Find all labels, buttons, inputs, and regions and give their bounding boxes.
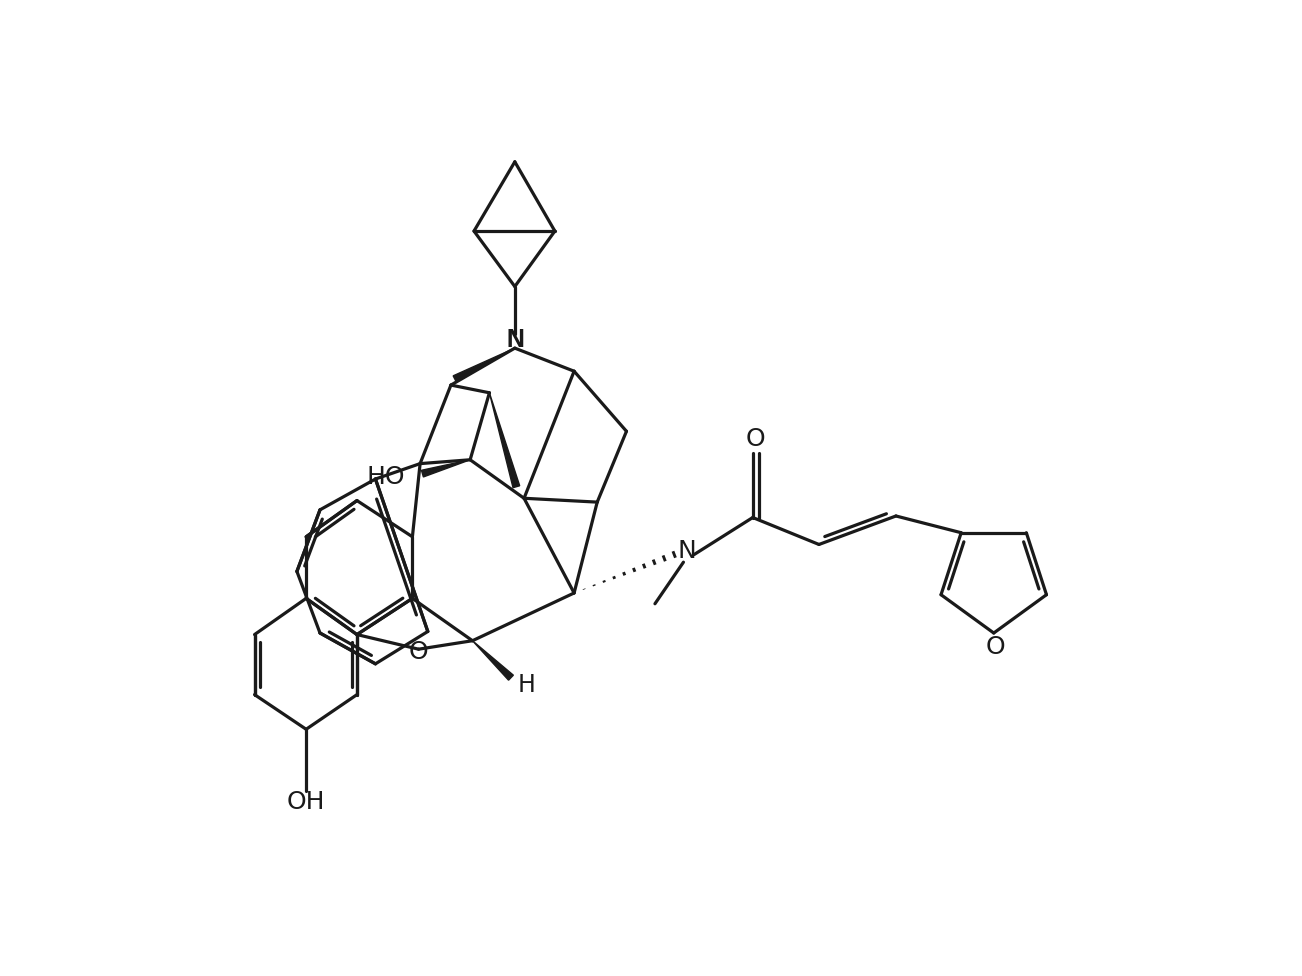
Text: N: N: [505, 328, 525, 352]
Text: N: N: [506, 328, 526, 352]
Polygon shape: [490, 392, 519, 488]
Polygon shape: [453, 348, 514, 382]
Text: O: O: [986, 634, 1005, 659]
Text: H: H: [517, 673, 535, 698]
Text: OH: OH: [286, 791, 326, 814]
Polygon shape: [422, 460, 470, 477]
Text: O: O: [409, 640, 428, 665]
Polygon shape: [473, 640, 513, 680]
Text: O: O: [746, 427, 766, 451]
Text: HO: HO: [366, 465, 405, 489]
Text: N: N: [678, 539, 697, 562]
